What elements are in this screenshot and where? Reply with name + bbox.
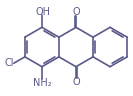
- Text: O: O: [72, 77, 80, 87]
- Text: OH: OH: [36, 7, 51, 17]
- Text: Cl: Cl: [5, 58, 14, 68]
- Text: NH₂: NH₂: [33, 78, 52, 88]
- Text: O: O: [72, 7, 80, 17]
